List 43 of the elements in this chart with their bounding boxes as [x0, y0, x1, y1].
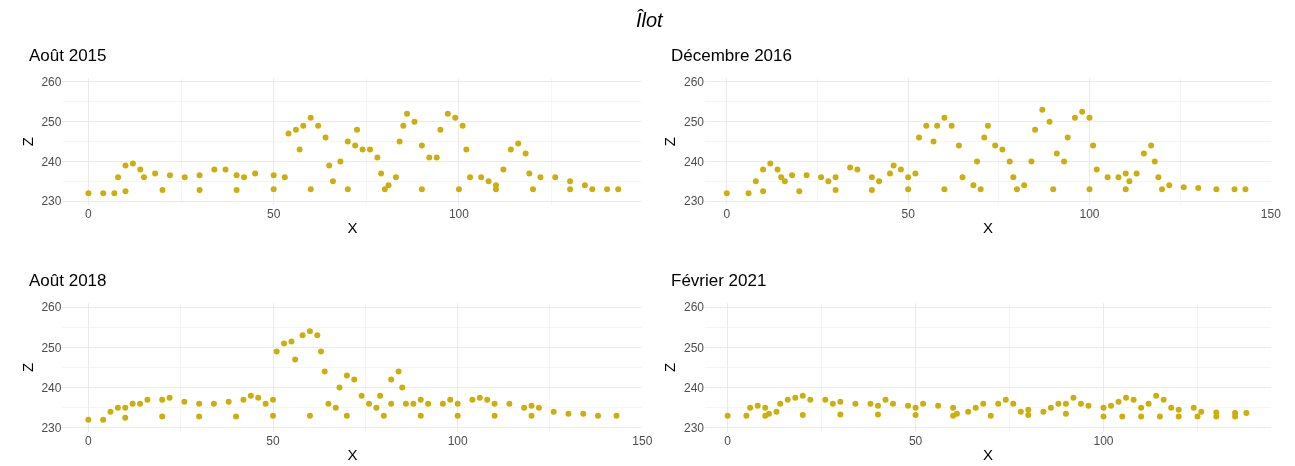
- x-tick-label: 100: [447, 433, 468, 448]
- y-tick-label: 240: [684, 154, 705, 169]
- y-tick-label: 240: [684, 380, 705, 395]
- y-axis-title: Z: [18, 136, 36, 147]
- y-tick-label: 260: [684, 300, 705, 315]
- x-tick-label: 100: [448, 207, 470, 222]
- y-tick-label: 240: [41, 154, 62, 169]
- y-tick-label: 260: [41, 75, 62, 90]
- y-tick-label: 230: [684, 194, 705, 209]
- y-tick-label: 260: [684, 75, 705, 90]
- text: Îlot: [636, 9, 665, 31]
- y-tick-label: 250: [41, 114, 62, 129]
- chart-title: Décembre 2016: [671, 46, 792, 65]
- x-tick-label: 50: [266, 207, 281, 222]
- x-tick-label: 0: [724, 433, 732, 448]
- x-axis-title: X: [982, 219, 993, 237]
- y-tick-label: 250: [41, 340, 62, 355]
- x-axis-title: X: [982, 445, 993, 463]
- y-axis-title: Z: [661, 362, 679, 373]
- x-tick-label: 0: [84, 433, 92, 448]
- y-tick-label: 230: [41, 194, 62, 209]
- x-tick-label: 0: [723, 207, 731, 222]
- y-tick-label: 250: [684, 340, 705, 355]
- x-tick-label: 150: [1260, 207, 1282, 222]
- x-tick-label: 100: [1093, 433, 1114, 448]
- x-tick-label: 50: [266, 433, 280, 448]
- x-tick-label: 0: [85, 207, 93, 222]
- y-tick-label: 260: [41, 300, 62, 315]
- x-tick-label: 50: [908, 433, 923, 448]
- x-axis-title: X: [347, 219, 358, 237]
- y-tick-label: 230: [41, 420, 62, 435]
- y-tick-label: 230: [684, 420, 705, 435]
- y-tick-label: 250: [684, 114, 705, 129]
- x-tick-label: 50: [901, 207, 916, 222]
- y-axis-title: Z: [661, 136, 679, 147]
- x-tick-label: 100: [1079, 207, 1100, 222]
- x-axis-title: X: [347, 445, 358, 463]
- x-tick-label: 150: [632, 433, 653, 448]
- chart-title: Août 2015: [29, 46, 107, 65]
- chart-title: Février 2021: [671, 271, 767, 290]
- y-tick-label: 240: [41, 380, 62, 395]
- chart-title: Août 2018: [29, 271, 107, 290]
- y-axis-title: Z: [18, 362, 36, 373]
